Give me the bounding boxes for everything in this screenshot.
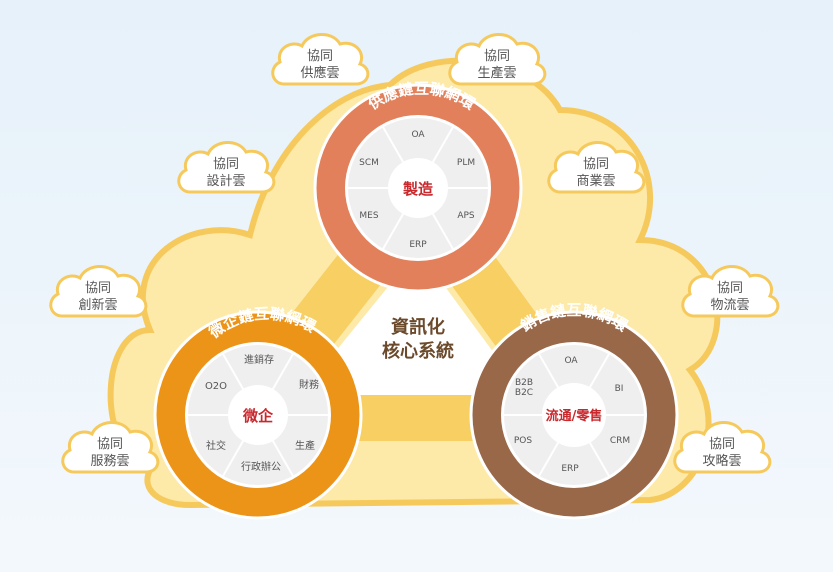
production-cloud-line-2: 生產雲 <box>477 65 516 81</box>
core-system-label: 資訊化 核心系統 <box>382 316 454 362</box>
cloud-shape <box>448 33 547 86</box>
center-line-2: 核心系統 <box>382 340 454 362</box>
micro-segment-o2o: O2O <box>205 381 227 392</box>
triangle-connector <box>219 169 604 441</box>
supply-segment-aps: APS <box>457 211 475 221</box>
logistics-cloud-line-2: 物流雲 <box>710 298 749 313</box>
business-cloud-line-2: 商業雲 <box>576 173 615 189</box>
sales-chain-ring: 銷售鏈互聯網環 流通/零售 OA BI CRM ERP POS B2B B2C <box>469 301 679 520</box>
service-cloud-line-2: 服務雲 <box>90 454 129 469</box>
micro-segment-admin: 行政辦公 <box>241 460 281 473</box>
design-cloud-line-1: 協同 <box>213 157 239 172</box>
cloud-shape <box>61 421 160 474</box>
innovation-cloud-line-2: 創新雲 <box>78 297 117 313</box>
supply-cloud-line-2: 供應雲 <box>300 65 339 81</box>
supply-segment-scm: SCM <box>359 158 379 168</box>
cloud-shape <box>177 141 276 194</box>
innovation-cloud-line-1: 協同 <box>85 281 111 296</box>
micro-core-label: 微企 <box>242 407 274 425</box>
service-cloud-line-1: 協同 <box>97 437 123 452</box>
sales-segment-b2b: B2B <box>515 378 533 388</box>
supply-chain-ring: 供應鏈互聯網環 製造 OA PLM APS ERP MES SCM <box>313 79 523 293</box>
cloud-shape <box>547 141 646 194</box>
cloud-shape <box>49 265 148 318</box>
supply-segment-erp: ERP <box>409 240 427 250</box>
design-cloud-line-2: 設計雲 <box>206 173 245 189</box>
cloud-shape <box>673 421 772 474</box>
sales-segment-b2c: B2C <box>515 388 533 398</box>
supply-core-label: 製造 <box>402 180 433 198</box>
micro-enterprise-ring: 微企鏈互聯網環 微企 進銷存 財務 生產 行政辦公 社交 O2O <box>153 305 363 520</box>
supply-segment-plm: PLM <box>457 158 475 168</box>
supply-segment-oa: OA <box>411 130 425 140</box>
logistics-cloud-line-1: 協同 <box>717 281 743 296</box>
supply-cloud-line-1: 協同 <box>307 49 333 64</box>
production-cloud-line-1: 協同 <box>484 49 510 64</box>
sales-segment-erp: ERP <box>561 464 579 474</box>
sales-segment-bi: BI <box>615 384 624 394</box>
cloud-shape <box>681 265 780 318</box>
strategy-cloud-line-2: 攻略雲 <box>702 453 741 469</box>
micro-segment-social: 社交 <box>206 439 226 452</box>
micro-segment-production: 生產 <box>295 439 315 452</box>
sales-segment-crm: CRM <box>610 436 630 446</box>
micro-segment-finance: 財務 <box>299 378 319 391</box>
strategy-cloud-line-1: 協同 <box>709 437 735 452</box>
supply-segment-mes: MES <box>359 211 378 221</box>
center-line-1: 資訊化 <box>391 316 445 338</box>
sales-segment-pos: POS <box>514 436 533 446</box>
micro-segment-inventory: 進銷存 <box>244 353 274 366</box>
cloud-shape <box>271 33 370 86</box>
business-cloud-line-1: 協同 <box>583 157 609 172</box>
sales-segment-oa: OA <box>564 356 578 366</box>
sales-core-label: 流通/零售 <box>546 408 603 424</box>
